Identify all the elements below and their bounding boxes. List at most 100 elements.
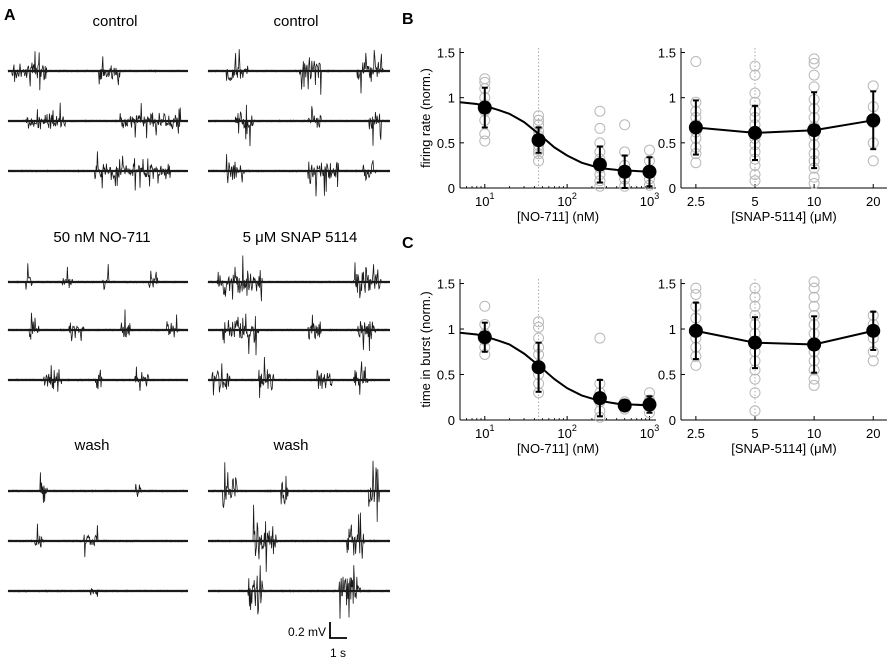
- mean-point: [866, 323, 881, 338]
- individual-point: [808, 57, 820, 69]
- individual-point: [643, 144, 655, 156]
- individual-point: [808, 291, 820, 303]
- mean-point: [642, 164, 657, 179]
- x-tick-label: 5: [751, 426, 758, 441]
- y-tick-label: 0.5: [658, 136, 676, 151]
- individual-point: [808, 373, 820, 385]
- y-axis-label: time in burst (norm.): [418, 291, 433, 407]
- x-tick-label: 101: [475, 191, 494, 209]
- panel-label-b: B: [402, 11, 414, 28]
- scale-bar-time: 1 s: [330, 646, 346, 660]
- mean-point: [531, 360, 546, 375]
- x-tick-label: 2.5: [687, 426, 705, 441]
- y-tick-label: 0.5: [658, 368, 676, 383]
- x-tick-exponent: 1: [490, 191, 495, 201]
- mean-point: [807, 123, 822, 138]
- mean-point: [807, 337, 822, 352]
- fit-curve: [459, 331, 656, 407]
- voltage-trace: [7, 365, 189, 392]
- x-tick-label: 10: [807, 426, 821, 441]
- individual-point: [808, 282, 820, 294]
- x-tick-exponent: 3: [654, 191, 659, 201]
- voltage-trace: [7, 309, 189, 342]
- individual-point: [808, 171, 820, 183]
- x-tick-exponent: 1: [490, 423, 495, 433]
- individual-point: [867, 355, 879, 367]
- individual-point: [808, 177, 820, 189]
- individual-point: [533, 110, 545, 122]
- mean-point: [688, 323, 703, 338]
- individual-point: [749, 282, 761, 294]
- mean-point: [592, 391, 607, 406]
- x-tick-label: 10: [807, 194, 821, 209]
- individual-point: [594, 122, 606, 134]
- mean-point: [747, 335, 762, 350]
- voltage-trace: [7, 588, 189, 597]
- trace-title-control-left: control: [92, 13, 137, 30]
- individual-point: [749, 87, 761, 99]
- voltage-trace: [207, 356, 390, 399]
- x-tick-label: 20: [866, 426, 880, 441]
- y-tick-label: 0: [448, 413, 455, 428]
- individual-point: [479, 128, 491, 140]
- voltage-trace: [7, 472, 189, 503]
- voltage-trace: [207, 154, 390, 197]
- y-tick-label: 0: [669, 413, 676, 428]
- x-tick-exponent: 2: [572, 423, 577, 433]
- x-axis-label: [NO-711] (nM): [517, 209, 599, 224]
- x-axis-label: [NO-711] (nM): [517, 441, 599, 456]
- individual-point: [808, 81, 820, 93]
- chart-b-left: 0 0.5 1 1.5 101 102 103 [NO-711] (nM) firing rat…: [418, 46, 659, 224]
- trace-title-snap5114: 5 μM SNAP 5114: [243, 229, 358, 246]
- mean-point: [866, 113, 881, 128]
- individual-point: [690, 157, 702, 169]
- mean-line: [695, 119, 874, 134]
- individual-point: [867, 80, 879, 92]
- y-tick-label: 1: [669, 322, 676, 337]
- voltage-trace: [207, 255, 391, 302]
- mean-line: [695, 329, 874, 346]
- individual-point: [690, 359, 702, 371]
- individual-point: [749, 291, 761, 303]
- individual-point: [594, 105, 606, 117]
- individual-point: [594, 332, 606, 344]
- individual-point: [749, 69, 761, 81]
- individual-point: [749, 387, 761, 399]
- individual-point: [867, 155, 879, 167]
- individual-point: [533, 155, 545, 167]
- individual-point: [690, 288, 702, 300]
- individual-point: [619, 119, 631, 131]
- mean-point: [617, 164, 632, 179]
- x-tick-label: 20: [866, 194, 880, 209]
- individual-point: [749, 168, 761, 180]
- mean-point: [477, 330, 492, 345]
- trace-title-no711: 50 nM NO-711: [53, 229, 150, 246]
- y-tick-label: 0.5: [437, 136, 455, 151]
- y-tick-label: 0: [669, 181, 676, 196]
- x-axis-label: [SNAP-5114] (μM): [731, 441, 837, 456]
- x-tick-label: 2.5: [687, 194, 705, 209]
- individual-point: [808, 69, 820, 81]
- x-tick-exponent: 2: [572, 191, 577, 201]
- x-axis-label: [SNAP-5114] (μM): [731, 209, 837, 224]
- voltage-trace: [207, 504, 390, 572]
- x-tick-label: 103: [640, 423, 659, 441]
- y-tick-label: 1: [448, 91, 455, 106]
- chart-c-left: 0 0.5 1 1.5 101 102 103 [NO-711] (nM) time in bu…: [418, 277, 659, 456]
- trace-title-wash-right: wash: [272, 437, 308, 454]
- y-tick-label: 1.5: [658, 46, 676, 61]
- mean-point: [642, 397, 657, 412]
- y-tick-label: 1.5: [437, 46, 455, 61]
- individual-point: [479, 300, 491, 312]
- individual-point: [749, 175, 761, 187]
- panel-label-a: A: [4, 7, 16, 24]
- individual-point: [533, 316, 545, 328]
- individual-point: [690, 282, 702, 294]
- voltage-trace: [207, 104, 391, 147]
- y-tick-label: 1: [448, 322, 455, 337]
- individual-point: [808, 276, 820, 288]
- x-tick-label: 101: [475, 423, 494, 441]
- y-axis-label: firing rate (norm.): [418, 68, 433, 168]
